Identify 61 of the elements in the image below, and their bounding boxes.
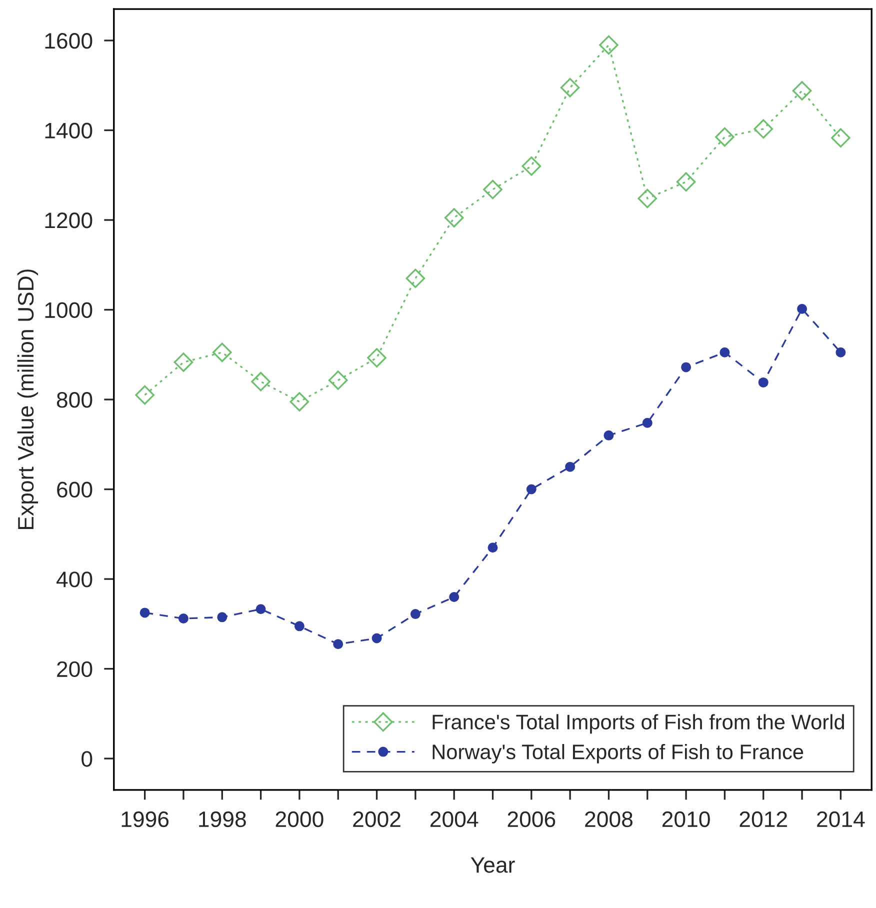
y-axis-title: Export Value (million USD) (17, 270, 38, 530)
point (372, 633, 382, 644)
point (565, 462, 576, 472)
point (560, 78, 580, 98)
x-tick-label: 2010 (662, 811, 710, 828)
point (792, 81, 812, 100)
point (333, 639, 344, 650)
point (135, 385, 154, 405)
point (638, 188, 658, 208)
point (328, 370, 348, 390)
y-tick-label: 400 (56, 572, 92, 588)
point (715, 127, 734, 147)
point (256, 604, 266, 614)
point (681, 362, 692, 372)
point (676, 172, 696, 192)
x-tick-label: 2002 (353, 811, 400, 828)
point (251, 372, 270, 392)
y-tick-label: 600 (57, 482, 92, 498)
point (604, 430, 614, 440)
point (526, 484, 536, 494)
x-tick-label: 1996 (122, 811, 169, 828)
point (178, 614, 188, 624)
point (217, 612, 228, 622)
point (599, 35, 618, 55)
x-axis-title: Year (470, 857, 515, 873)
point (294, 621, 304, 632)
y-tick-label: 1600 (45, 33, 92, 49)
point (758, 377, 768, 388)
x-tick-label: 2008 (585, 811, 632, 828)
point (522, 156, 542, 176)
point (836, 347, 846, 358)
y-tick-label: 0 (82, 751, 92, 767)
point (754, 119, 774, 139)
point (140, 608, 150, 618)
point (212, 342, 232, 362)
point (642, 418, 652, 428)
point (410, 609, 420, 620)
y-tick-label: 800 (56, 392, 92, 408)
x-tick-label: 2006 (508, 811, 556, 828)
point (449, 592, 460, 602)
point (174, 352, 194, 372)
x-tick-label: 2014 (817, 811, 865, 828)
y-tick-label: 1000 (45, 302, 92, 318)
legend-label: France's Total Imports of Fish from the World (432, 714, 844, 734)
point (797, 304, 808, 314)
point (406, 268, 426, 288)
point (831, 128, 850, 148)
x-tick-label: 1998 (199, 811, 246, 828)
x-tick-label: 2012 (740, 811, 787, 828)
point (444, 208, 464, 228)
y-tick-label: 200 (57, 661, 92, 678)
legend-label: Norway's Total Exports of Fish to France (432, 744, 804, 764)
point (488, 542, 498, 553)
x-tick-label: 2004 (430, 811, 478, 828)
y-tick-label: 1400 (45, 122, 92, 139)
y-tick-label: 1200 (45, 212, 92, 228)
point (367, 348, 386, 368)
point (483, 180, 502, 200)
point (720, 347, 730, 358)
x-tick-label: 2000 (276, 811, 324, 828)
point (290, 392, 310, 412)
